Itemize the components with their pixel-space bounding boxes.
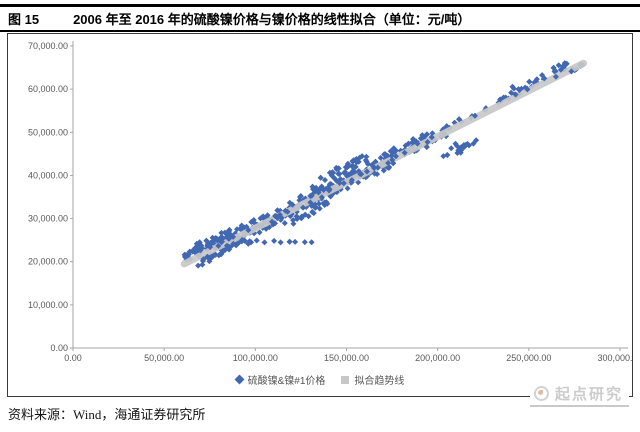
- qidian-logo-icon: [534, 386, 549, 401]
- x-tick-label: 250,000.00: [506, 353, 551, 363]
- legend-label-scatter: 硫酸镍&镍#1价格: [248, 372, 326, 387]
- figure-number: 图 15: [8, 9, 39, 28]
- trend-line: [184, 63, 583, 264]
- x-tick-label: 300,000.00: [597, 353, 632, 363]
- axes: 0.00 10,000.00 20,000.00 30,000.00 40,000.00…: [28, 41, 632, 363]
- y-tick-label: 40,000.00: [28, 170, 68, 180]
- y-tick-label: 70,000.00: [28, 41, 68, 51]
- y-tick-label: 30,000.00: [28, 214, 68, 224]
- y-tick-label: 20,000.00: [28, 257, 68, 267]
- x-tick-label: 50,000.00: [144, 353, 184, 363]
- chart-container: 0.00 10,000.00 20,000.00 30,000.00 40,000.00…: [7, 33, 633, 397]
- legend-item-scatter: 硫酸镍&镍#1价格: [236, 372, 326, 387]
- legend-item-trend: 拟合趋势线: [341, 372, 404, 387]
- legend-label-trend: 拟合趋势线: [354, 372, 404, 387]
- watermark: 起点研究: [530, 382, 629, 407]
- report-figure-page: 图 15 2006 年至 2016 年的硫酸镍价格与镍价格的线性拟合（单位：元/…: [0, 4, 640, 432]
- figure-title: 2006 年至 2016 年的硫酸镍价格与镍价格的线性拟合（单位：元/吨）: [73, 9, 470, 28]
- x-tick-label: 150,000.00: [324, 353, 369, 363]
- figure-header: 图 15 2006 年至 2016 年的硫酸镍价格与镍价格的线性拟合（单位：元/…: [0, 7, 640, 30]
- diamond-marker-icon: [234, 375, 244, 385]
- watermark-text: 起点研究: [555, 383, 623, 404]
- y-tick-label: 10,000.00: [28, 300, 68, 310]
- scatter-chart: 0.00 10,000.00 20,000.00 30,000.00 40,000.00…: [8, 34, 632, 397]
- y-tick-label: 60,000.00: [28, 84, 68, 94]
- x-tick-label: 200,000.00: [415, 353, 460, 363]
- x-tick-label: 100,000.00: [233, 353, 278, 363]
- square-marker-icon: [341, 376, 349, 384]
- x-tick-label: 0.00: [64, 353, 82, 363]
- y-tick-label: 50,000.00: [28, 127, 68, 137]
- title-divider: [0, 30, 640, 32]
- y-tick-label: 0.00: [50, 343, 68, 353]
